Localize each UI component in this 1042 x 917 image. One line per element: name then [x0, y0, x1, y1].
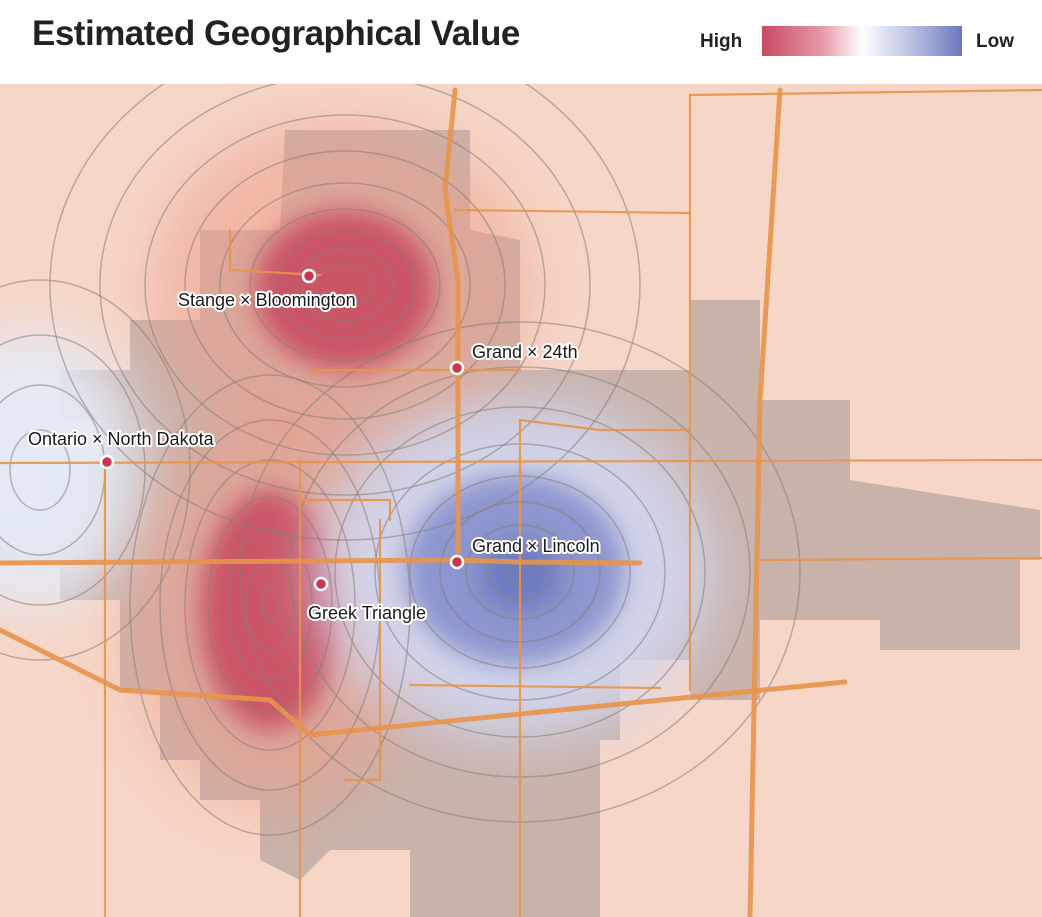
value-legend: High Low: [700, 26, 1030, 58]
value-map[interactable]: Stange × Bloomington Grand × 24th Ontari…: [0, 84, 1042, 917]
road-network: [0, 87, 1042, 917]
location-label: Grand × Lincoln: [472, 536, 600, 556]
location-point[interactable]: Greek Triangle: [306, 576, 428, 625]
location-point[interactable]: Grand × 24th: [449, 340, 580, 376]
location-label: Stange × Bloomington: [178, 290, 356, 310]
location-label: Ontario × North Dakota: [28, 429, 215, 449]
location-point[interactable]: Ontario × North Dakota: [26, 427, 217, 470]
location-label: Greek Triangle: [308, 603, 426, 623]
location-label: Grand × 24th: [472, 342, 578, 362]
legend-gradient-bar: [762, 26, 962, 56]
location-point[interactable]: Stange × Bloomington: [176, 268, 358, 312]
location-point[interactable]: Grand × Lincoln: [449, 534, 602, 570]
map-title: Estimated Geographical Value: [32, 14, 520, 53]
legend-low-label: Low: [976, 31, 1014, 52]
legend-high-label: High: [700, 31, 743, 52]
header: Estimated Geographical Value High Low: [0, 0, 1042, 84]
